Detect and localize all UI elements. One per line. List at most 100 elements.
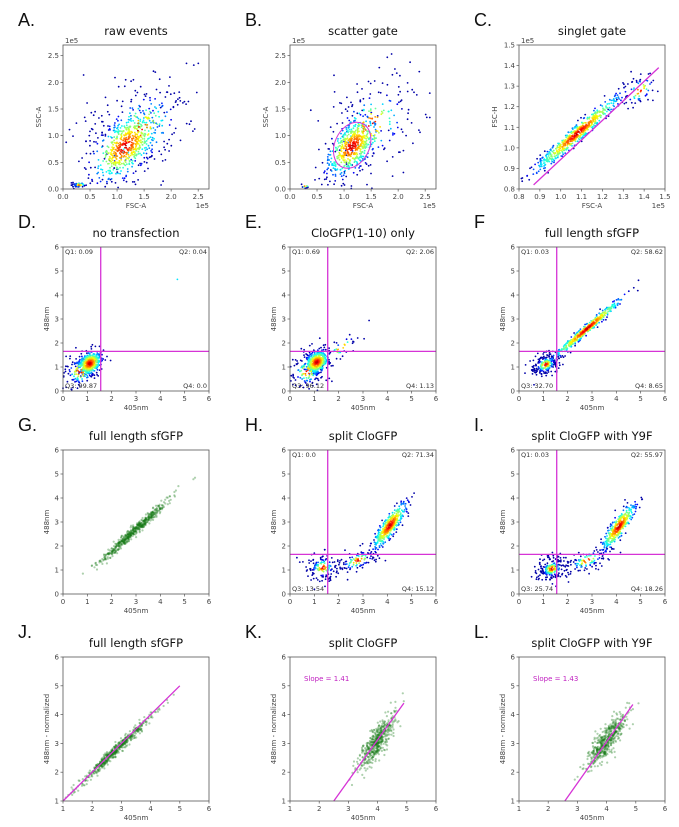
data-point (556, 145, 559, 147)
data-point (164, 115, 167, 118)
data-point (549, 357, 551, 360)
data-point (111, 149, 114, 152)
data-point (542, 367, 545, 369)
data-point (558, 364, 561, 367)
data-point (398, 151, 400, 154)
data-point (96, 182, 99, 185)
data-point (342, 182, 345, 185)
data-point (159, 91, 162, 94)
data-point (150, 112, 152, 114)
data-point (132, 78, 135, 81)
data-point (98, 345, 101, 348)
data-point (553, 155, 556, 158)
data-point (94, 345, 97, 348)
quadrant-label-q2: Q2: 2.06 (406, 248, 434, 256)
data-point (418, 129, 420, 132)
data-point (134, 157, 137, 160)
data-point (380, 113, 383, 116)
data-points (81, 476, 197, 575)
data-point (314, 369, 316, 372)
data-point (113, 139, 115, 142)
data-point (334, 173, 337, 176)
data-point (168, 138, 171, 141)
data-point (334, 564, 337, 567)
y-axis-label: 488nm (43, 510, 51, 535)
data-point (639, 73, 642, 75)
y-tick-label: 4 (55, 495, 60, 503)
data-point (327, 183, 329, 186)
data-point (632, 286, 635, 289)
data-point (643, 85, 645, 88)
data-point (324, 343, 327, 346)
data-point (139, 134, 142, 137)
data-point (137, 107, 140, 110)
data-point (142, 117, 145, 119)
data-point (311, 343, 313, 345)
data-point (345, 567, 348, 570)
data-point (81, 367, 84, 370)
data-point (629, 98, 632, 101)
data-point (91, 180, 94, 183)
data-point (185, 62, 188, 65)
data-point (552, 354, 555, 357)
data-point (345, 175, 348, 178)
data-point (92, 353, 95, 356)
data-point (86, 102, 88, 104)
data-point (129, 119, 131, 121)
data-point (114, 131, 116, 134)
data-point (354, 117, 357, 120)
data-point (125, 137, 127, 139)
data-point (363, 126, 366, 128)
data-point (158, 78, 161, 81)
data-points (524, 279, 640, 386)
data-point (108, 177, 110, 180)
data-point (314, 373, 317, 376)
data-point (364, 141, 367, 143)
data-point (330, 170, 333, 172)
data-point (89, 182, 92, 185)
data-point (361, 88, 363, 90)
data-point (637, 97, 640, 100)
data-point (65, 355, 67, 358)
data-point (106, 110, 109, 113)
data-point (335, 342, 338, 344)
x-tick-label: 1.4 (639, 193, 651, 201)
data-point (307, 372, 310, 375)
data-point (309, 380, 311, 383)
data-point (84, 120, 87, 122)
data-point (534, 369, 536, 372)
data-point (110, 162, 113, 165)
data-point (601, 309, 604, 312)
data-point (107, 135, 110, 138)
data-point (356, 173, 359, 176)
data-point (612, 104, 615, 107)
data-point (310, 372, 313, 375)
data-point (603, 313, 606, 316)
data-point (342, 174, 345, 177)
data-point (126, 168, 129, 170)
data-point (330, 557, 333, 559)
quadrant-label-q4: Q4: 1.13 (406, 382, 434, 390)
data-point (354, 130, 356, 133)
quadrant-label-q1: Q1: 0.69 (292, 248, 320, 256)
data-point (123, 154, 126, 157)
data-point (331, 137, 333, 140)
data-point (622, 82, 624, 84)
data-point (612, 98, 615, 100)
data-point (114, 182, 117, 184)
data-point (341, 143, 344, 146)
data-point (296, 363, 298, 366)
data-point (102, 358, 105, 360)
data-point (316, 579, 319, 581)
data-point (544, 163, 547, 166)
data-point (345, 163, 348, 166)
data-point (134, 94, 137, 97)
data-point (346, 148, 349, 151)
data-point (293, 364, 296, 367)
data-point (135, 536, 138, 539)
data-point (73, 363, 76, 365)
data-point (324, 585, 326, 588)
data-point (389, 538, 392, 540)
data-point (107, 152, 110, 154)
data-point (364, 162, 367, 164)
